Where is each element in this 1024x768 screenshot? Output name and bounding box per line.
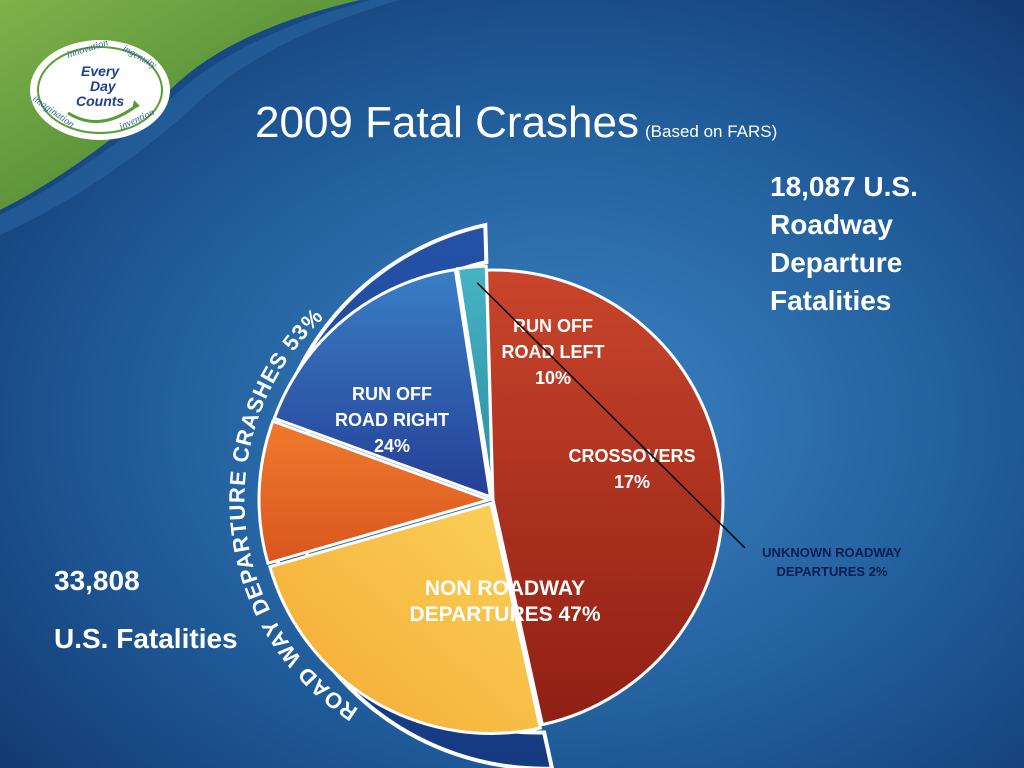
- slice-label: 17%: [614, 472, 650, 492]
- slice-label: RUN OFF: [352, 384, 432, 404]
- pie-slice: [455, 264, 495, 497]
- roadway-total-line: Departure: [770, 247, 903, 278]
- slice-callout-label: UNKNOWN ROADWAY: [762, 545, 902, 560]
- slice-label: RUN OFF: [513, 316, 593, 336]
- callout-line: [476, 282, 746, 549]
- pie-slice: [268, 501, 543, 735]
- us-fatalities-value: 33,808: [54, 565, 140, 596]
- title-note: (Based on FARS): [645, 122, 778, 141]
- slice-label: 24%: [374, 436, 410, 456]
- slice-label: NON ROADWAY: [425, 577, 585, 600]
- slide-title: 2009 Fatal Crashes (Based on FARS): [255, 98, 777, 148]
- pie-slice: [257, 419, 494, 566]
- title-text: 2009 Fatal Crashes: [255, 98, 639, 147]
- logo-word: Every: [81, 63, 120, 79]
- pie-slice: [272, 267, 493, 500]
- slice-callout-label: DEPARTURES 2%: [776, 564, 887, 579]
- logo-word: Counts: [76, 93, 124, 109]
- slice-label: DEPARTURES 47%: [410, 603, 601, 626]
- roadway-total-line: 18,087 U.S.: [770, 171, 918, 202]
- logo-word: Day: [90, 78, 117, 94]
- slice-label: ROAD LEFT: [502, 342, 605, 362]
- roadway-total-line: Fatalities: [770, 285, 892, 316]
- roadway-departure-total: 18,087 U.S. Roadway Departure Fatalities: [770, 168, 1010, 320]
- us-fatalities-label: U.S. Fatalities: [54, 623, 238, 654]
- slice-label: CROSSOVERS: [568, 446, 695, 466]
- roadway-total-line: Roadway: [770, 209, 893, 240]
- every-day-counts-logo: innovation ingenuity invention imaginati…: [28, 37, 178, 148]
- slice-label: 10%: [535, 368, 571, 388]
- pie-slice: [485, 268, 725, 727]
- slice-label: ROAD RIGHT: [335, 410, 449, 430]
